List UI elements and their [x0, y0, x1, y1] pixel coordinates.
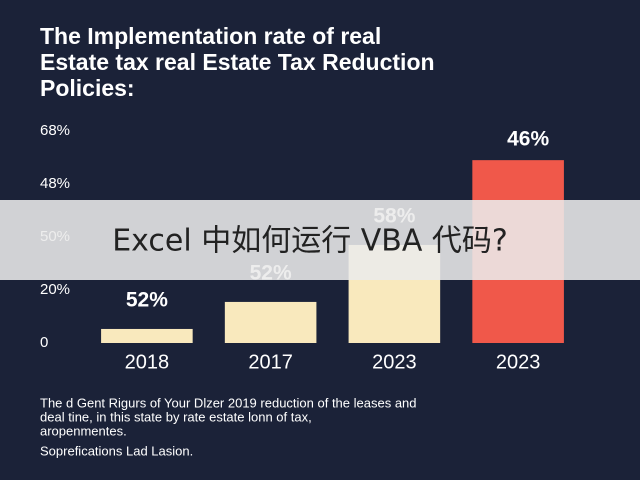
footer-text: The d Gent Rigurs of Your Dlzer 2019 red… [40, 395, 417, 410]
y-tick-label: 0 [40, 334, 48, 351]
footer-text: deal tine, in this state by rate estate … [40, 409, 312, 424]
banner-bg [0, 200, 640, 280]
y-tick-label: 20% [40, 281, 70, 298]
x-tick-label: 2018 [125, 351, 170, 373]
annotation: 52% [126, 289, 168, 312]
x-tick-label: 2023 [372, 351, 417, 373]
annotation: 46% [507, 128, 549, 151]
bar [224, 301, 317, 343]
banner-text: Excel 中如何运行 VBA 代码? [112, 224, 508, 259]
x-tick-label: 2017 [248, 351, 293, 373]
axis-text: 48% [40, 175, 70, 192]
x-tick-label: 2023 [496, 351, 541, 373]
axis-text: 68% [40, 122, 70, 139]
chart-title: Policies: [40, 75, 135, 101]
bar [101, 328, 193, 343]
source: Soprefications Lad Lasion. [40, 443, 193, 458]
footer-text: aropenmentes. [40, 423, 127, 438]
chart-title: The Implementation rate of real [40, 23, 381, 49]
chart-title: Estate tax real Estate Tax Reduction [40, 49, 435, 75]
